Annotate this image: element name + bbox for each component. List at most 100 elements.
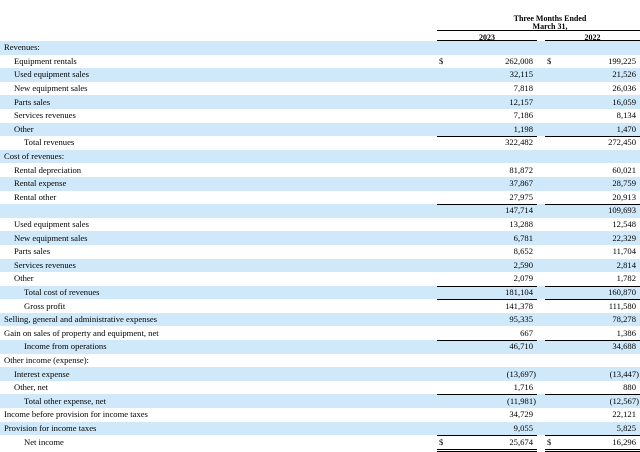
- table-row: 147,714 109,693: [0, 204, 640, 218]
- value-2022: 34,688: [557, 340, 640, 354]
- value-2023: 46,710: [449, 340, 537, 354]
- value-2023: 262,008: [505, 55, 533, 66]
- column-gap: [537, 95, 545, 109]
- row-label: Other income (expense):: [4, 354, 89, 365]
- value-2023: 37,867: [449, 176, 537, 191]
- column-gap: [537, 312, 545, 327]
- table-row: Parts sales 8,652 11,704: [0, 245, 640, 259]
- currency-symbol-2022: [545, 163, 557, 177]
- currency-symbol-2022: $: [545, 435, 557, 452]
- value-2022: 160,870: [557, 285, 640, 300]
- row-label: Total revenues: [24, 137, 75, 148]
- column-gap: [537, 176, 545, 191]
- currency-symbol-2022: [545, 326, 557, 340]
- value-2023: 322,482: [449, 136, 537, 150]
- table-row: New equipment sales 7,818 26,036: [0, 82, 640, 96]
- value-2023: 667: [520, 327, 533, 338]
- value-2023: 32,115: [449, 68, 537, 82]
- row-label: Total other expense, net: [0, 394, 437, 409]
- value-2022: 1,386: [616, 327, 636, 338]
- currency-symbol-2023: [437, 285, 449, 300]
- currency-symbol-2022: [545, 354, 557, 368]
- value-2023: 8,652: [513, 246, 533, 257]
- column-gap: [537, 435, 545, 450]
- column-gap: [537, 408, 545, 422]
- row-label: Net income: [24, 437, 64, 448]
- table-row: Gain on sales of property and equipment,…: [0, 326, 640, 340]
- row-label: Gross profit: [24, 300, 66, 311]
- value-2022: 1,782: [616, 273, 636, 284]
- value-2022: 21,526: [557, 68, 640, 82]
- value-2023: (11,981): [449, 394, 537, 409]
- currency-symbol-2022: [545, 136, 557, 150]
- column-gap: [537, 394, 545, 409]
- value-2023: 7,818: [513, 83, 533, 94]
- currency-symbol-2023: [437, 41, 449, 55]
- currency-symbol-2023: [437, 149, 449, 164]
- currency-symbol-2022: [545, 122, 557, 137]
- currency-symbol-2022: [545, 421, 557, 436]
- column-header: Three Months Ended March 31, 2023 2022: [0, 0, 640, 42]
- currency-symbol-2023: $: [437, 435, 449, 452]
- value-2022: 22,329: [557, 231, 640, 245]
- value-2022: [557, 41, 640, 55]
- currency-symbol-2023: [437, 408, 449, 422]
- table-row: Provision for income taxes 9,055 5,825: [0, 421, 640, 436]
- row-label: Rental depreciation: [14, 164, 82, 175]
- currency-symbol-2022: [545, 367, 557, 381]
- year-2023-header: 2023: [479, 33, 495, 42]
- table-row: New equipment sales 6,781 22,329: [0, 231, 640, 245]
- value-2022: 111,580: [557, 299, 640, 313]
- value-2022: 199,225: [608, 55, 636, 66]
- value-2022: 26,036: [612, 83, 636, 94]
- currency-symbol-2023: [437, 326, 449, 340]
- currency-symbol-2022: [545, 272, 557, 286]
- currency-symbol-2023: [437, 176, 449, 191]
- currency-symbol-2022: [545, 218, 557, 232]
- value-2023: 7,186: [513, 110, 533, 121]
- column-gap: [537, 285, 545, 300]
- currency-symbol-2022: [545, 394, 557, 409]
- table-row: Used equipment sales 32,115 21,526: [0, 68, 640, 82]
- column-gap: [537, 258, 545, 273]
- column-gap: [537, 299, 545, 313]
- table-row: Other 1,198 1,470: [0, 122, 640, 137]
- period-subtitle: March 31,: [532, 22, 568, 31]
- value-2022: 12,548: [612, 219, 636, 230]
- value-2022: 22,121: [612, 409, 636, 420]
- column-gap: [537, 272, 545, 286]
- table-row: Rental depreciation 81,872 60,021: [0, 163, 640, 177]
- currency-symbol-2022: [545, 149, 557, 164]
- currency-symbol-2022: [545, 191, 557, 205]
- column-gap: [537, 109, 545, 123]
- column-gap: [537, 149, 545, 164]
- value-2022: [557, 149, 640, 164]
- table-row: Total revenues 322,482 272,450: [0, 136, 640, 150]
- currency-symbol-2022: [545, 285, 557, 300]
- row-label: Rental expense: [0, 176, 437, 191]
- currency-symbol-2023: [437, 191, 449, 205]
- table-row: Revenues:: [0, 41, 640, 55]
- table-row: Total other expense, net (11,981) (12,567): [0, 394, 640, 409]
- value-2022: 11,704: [612, 246, 636, 257]
- currency-symbol-2023: [437, 136, 449, 150]
- value-2023: [449, 354, 537, 368]
- column-gap: [537, 326, 545, 340]
- currency-symbol-2023: [437, 82, 449, 96]
- column-gap: [537, 204, 545, 218]
- table-row: Rental other 27,975 20,913: [0, 191, 640, 205]
- column-gap: [537, 82, 545, 96]
- table-row: Interest expense (13,697) (13,447): [0, 367, 640, 381]
- row-label: Selling, general and administrative expe…: [0, 312, 437, 327]
- value-2022: 880: [623, 382, 636, 393]
- row-label: Services revenues: [0, 258, 437, 273]
- row-label: Rental other: [14, 191, 57, 202]
- currency-symbol-2023: [437, 394, 449, 409]
- value-2022: 78,278: [557, 312, 640, 327]
- currency-symbol-2023: [437, 68, 449, 82]
- currency-symbol-2023: [437, 421, 449, 436]
- column-gap: [537, 163, 545, 177]
- year-2022-rule: [545, 40, 640, 41]
- value-2023: 95,335: [449, 312, 537, 327]
- table-row: Cost of revenues:: [0, 149, 640, 164]
